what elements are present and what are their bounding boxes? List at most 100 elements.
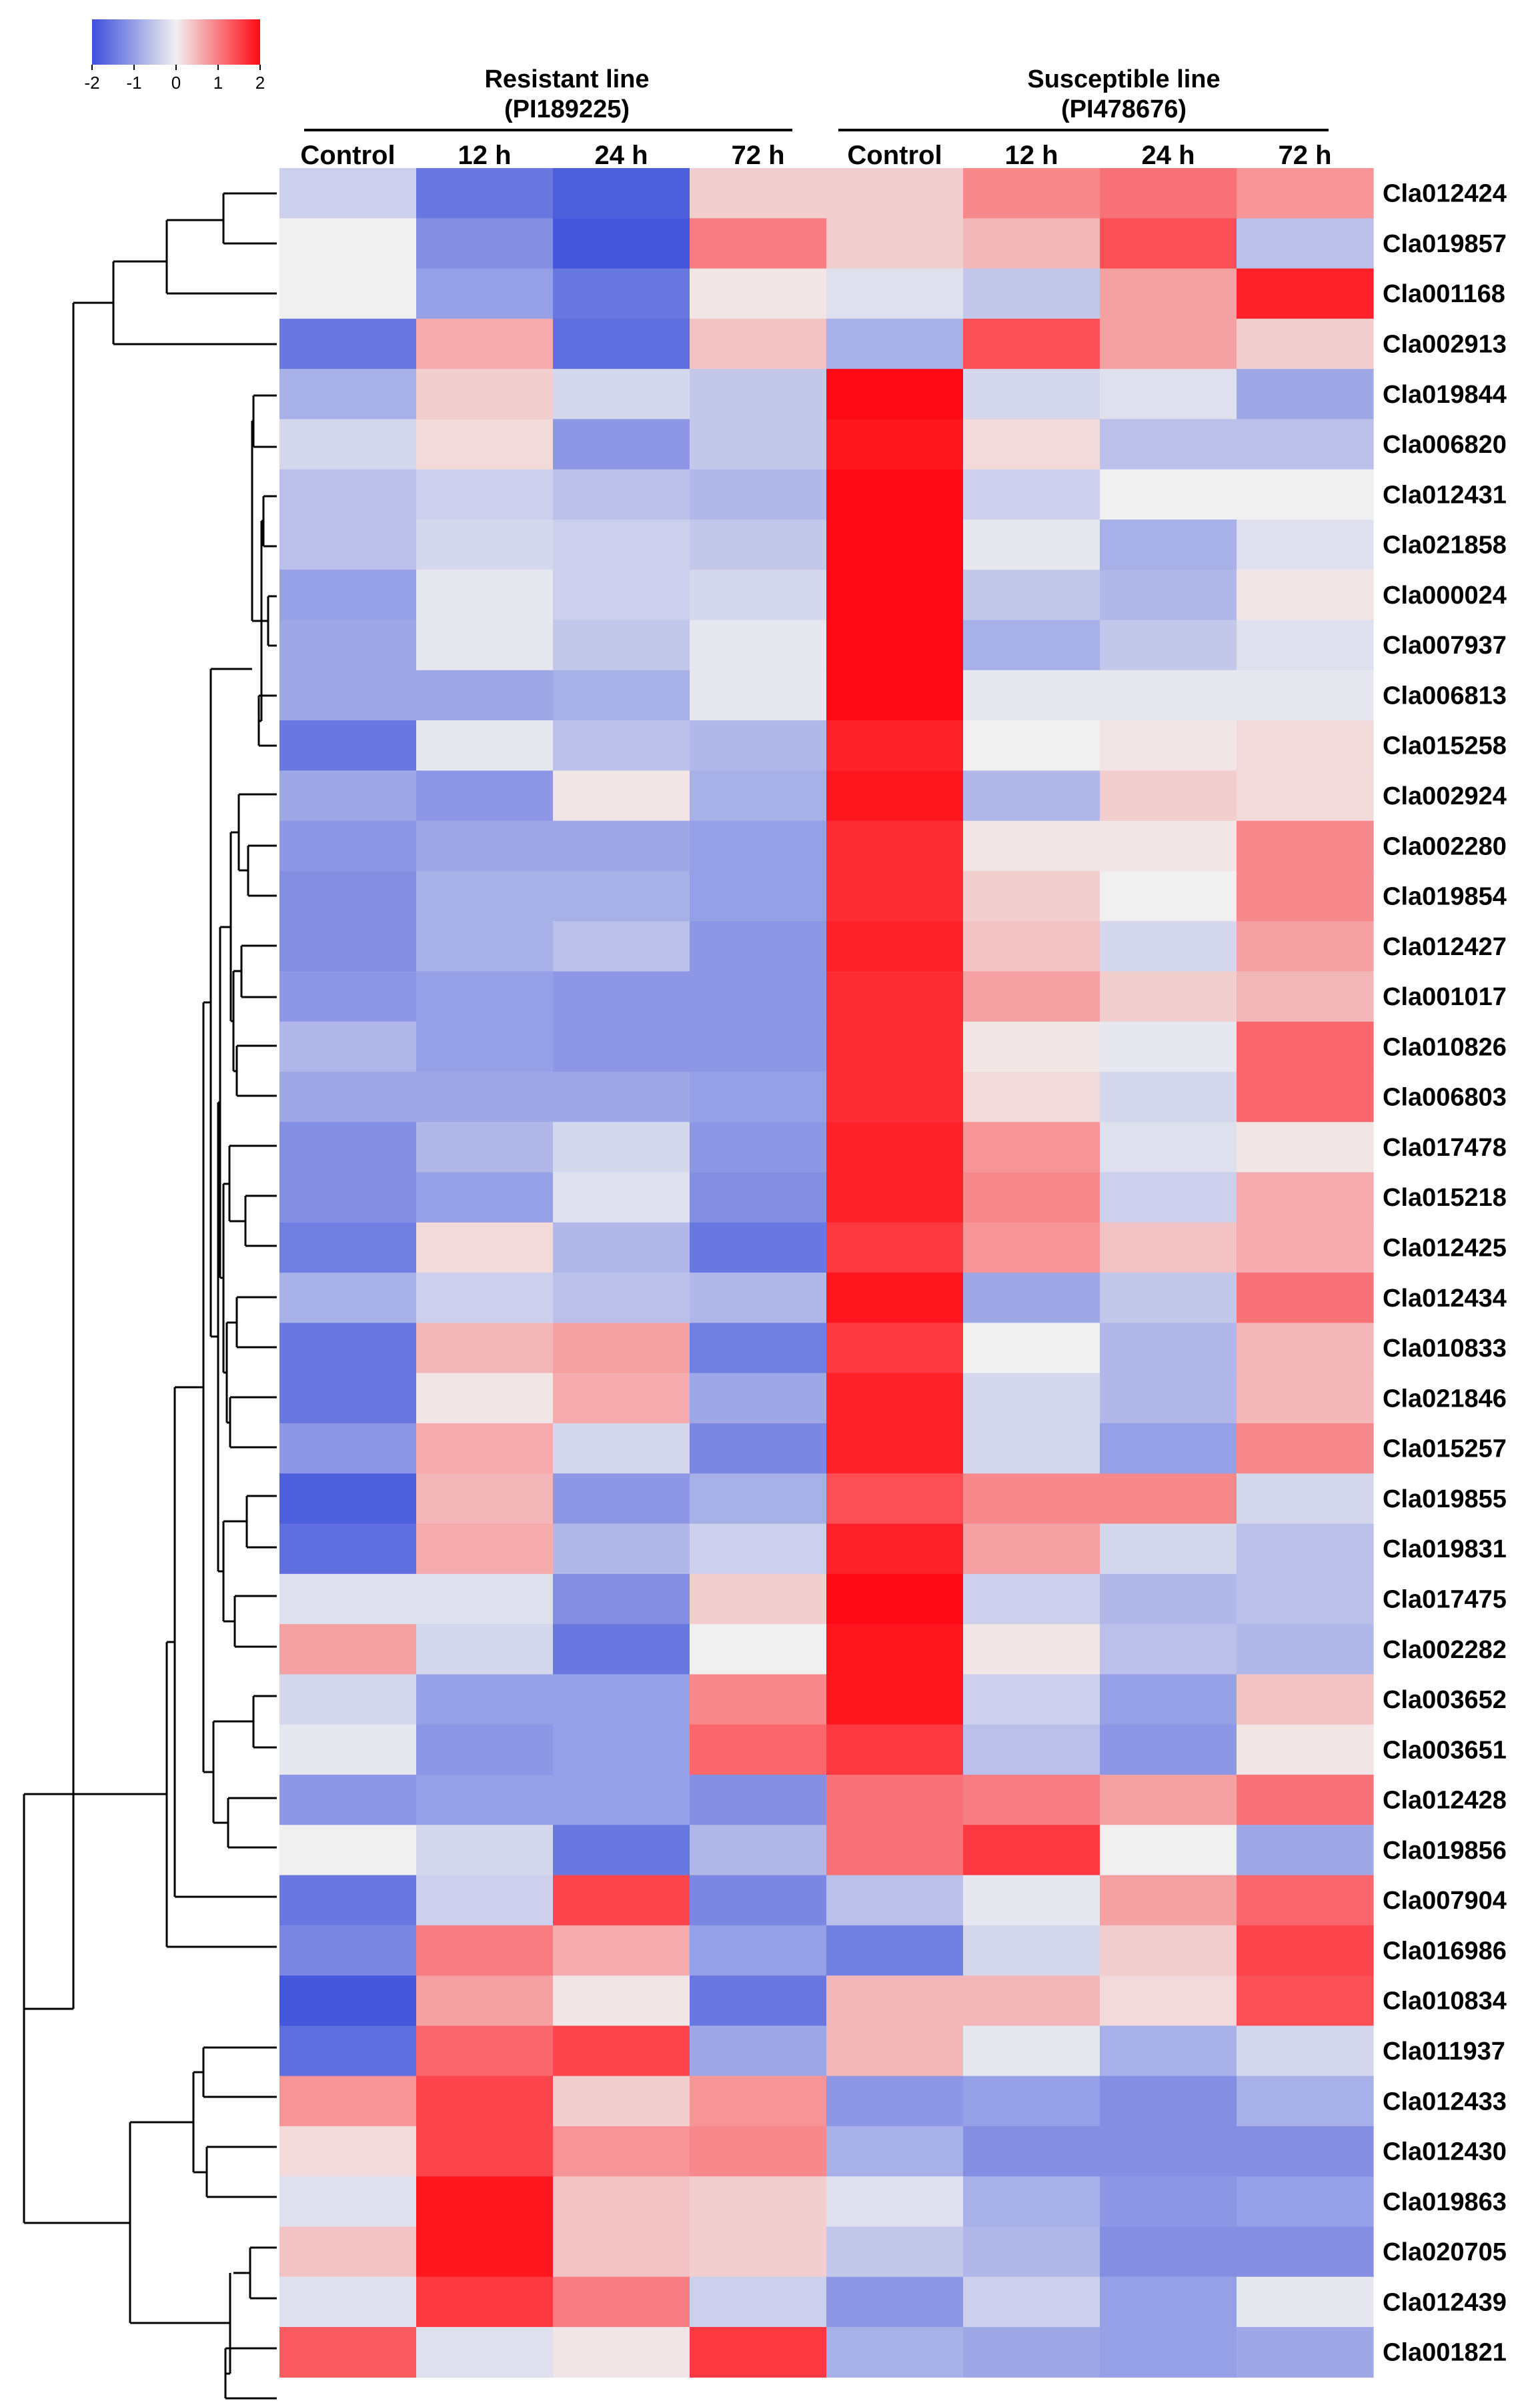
heatmap-cell	[1237, 1774, 1374, 1825]
heatmap-cell	[416, 1172, 554, 1223]
heatmap-cell	[690, 1473, 827, 1525]
heatmap-cell	[1100, 1373, 1237, 1424]
row-label: Cla019863	[1383, 2188, 1507, 2216]
heatmap-cell	[553, 1724, 690, 1775]
color-scale-bar	[92, 19, 260, 65]
column-label: 12 h	[1004, 141, 1058, 170]
heatmap-cell	[1237, 1674, 1374, 1725]
heatmap-cell	[416, 1122, 554, 1173]
heatmap-cell	[1100, 2226, 1237, 2278]
heatmap-cell	[963, 369, 1100, 420]
heatmap-cell	[690, 870, 827, 922]
heatmap-cell	[690, 570, 827, 621]
group-title-resistant: Resistant line	[484, 65, 649, 93]
heatmap-cell	[826, 1222, 964, 1273]
heatmap-cell	[416, 218, 554, 269]
heatmap-cell	[279, 519, 417, 570]
heatmap-cell	[1237, 1523, 1374, 1575]
heatmap-cell	[690, 1323, 827, 1374]
column-label: Control	[300, 141, 395, 170]
heatmap-cell	[1100, 318, 1237, 369]
heatmap-cell	[279, 1323, 417, 1374]
heatmap-cell	[826, 519, 964, 570]
group-subtitle-susceptible: (PI478676)	[1061, 95, 1187, 123]
heatmap-cell	[963, 1122, 1100, 1173]
heatmap-cell	[963, 1273, 1100, 1324]
heatmap-cell	[416, 1222, 554, 1273]
heatmap-cell	[553, 369, 690, 420]
heatmap-cell	[826, 318, 964, 369]
heatmap-cell	[1100, 2026, 1237, 2077]
heatmap-cell	[826, 570, 964, 621]
heatmap-cell	[279, 1573, 417, 1625]
column-labels: Control 12 h 24 h 72 h Control 12 h 24 h 72 h	[300, 141, 1331, 170]
row-label: Cla001168	[1383, 280, 1505, 308]
row-label: Cla002924	[1383, 782, 1507, 810]
row-label: Cla010834	[1383, 1987, 1507, 2016]
heatmap-cell	[1237, 218, 1374, 269]
heatmap-cell	[690, 921, 827, 972]
heatmap-cell	[279, 1172, 417, 1223]
heatmap-cell	[963, 2076, 1100, 2127]
row-label: Cla007904	[1383, 1887, 1507, 1915]
heatmap-cell	[963, 1373, 1100, 1424]
heatmap-cell	[553, 1774, 690, 1825]
color-scale-tick-label: 0	[171, 73, 181, 93]
row-label: Cla011937	[1383, 2038, 1505, 2066]
heatmap-cell	[1100, 1825, 1237, 1876]
heatmap-cell	[963, 1925, 1100, 1976]
row-label: Cla003652	[1383, 1686, 1507, 1714]
heatmap-cell	[963, 318, 1100, 369]
row-label: Cla015218	[1383, 1184, 1507, 1212]
heatmap-cell	[1100, 1523, 1237, 1575]
heatmap-cell	[279, 1925, 417, 1976]
heatmap-cell	[416, 820, 554, 872]
heatmap-cell	[963, 1774, 1100, 1825]
heatmap-cell	[1100, 1724, 1237, 1775]
heatmap-cell	[1100, 1072, 1237, 1122]
heatmap-cell	[279, 1875, 417, 1926]
heatmap-cell	[1237, 1825, 1374, 1876]
heatmap-cell	[1237, 620, 1374, 671]
row-label: Cla012427	[1383, 933, 1507, 961]
heatmap-cell	[416, 1825, 554, 1876]
heatmap-cell	[553, 1573, 690, 1625]
heatmap-cell	[1237, 870, 1374, 922]
row-dendrogram	[23, 192, 277, 2400]
heatmap-cell	[279, 1021, 417, 1072]
heatmap-cell	[963, 2226, 1100, 2278]
heatmap-cell	[279, 1975, 417, 2026]
heatmap-cell	[416, 469, 554, 520]
heatmap-cell	[690, 1674, 827, 1725]
heatmap-cell	[1100, 369, 1237, 420]
heatmap-cell	[826, 1122, 964, 1173]
heatmap-cell	[1237, 570, 1374, 621]
heatmap-cell	[1100, 1875, 1237, 1926]
heatmap-cell	[690, 620, 827, 671]
heatmap-cell	[553, 419, 690, 470]
heatmap-cell	[1100, 1624, 1237, 1675]
heatmap-cell	[1237, 1724, 1374, 1775]
heatmap-cell	[826, 1975, 964, 2026]
heatmap-cell	[416, 1875, 554, 1926]
heatmap-cell	[553, 218, 690, 269]
heatmap-cell	[279, 268, 417, 319]
heatmap-cell	[963, 1573, 1100, 1625]
heatmap-cell	[279, 1523, 417, 1575]
heatmap-cell	[1237, 2076, 1374, 2127]
heatmap-cell	[553, 168, 690, 219]
heatmap-cell	[826, 1774, 964, 1825]
heatmap-cell	[826, 1925, 964, 1976]
heatmap-cell	[279, 469, 417, 520]
heatmap-cell	[553, 2126, 690, 2177]
heatmap-cell	[963, 168, 1100, 219]
heatmap-cell	[416, 1774, 554, 1825]
heatmap-cell	[279, 2327, 417, 2378]
heatmap-cell	[416, 2026, 554, 2077]
group-header-resistant: Resistant line (PI189225)	[304, 65, 792, 131]
heatmap-cell	[963, 1875, 1100, 1926]
row-label: Cla006813	[1383, 682, 1507, 710]
row-label: Cla012425	[1383, 1235, 1507, 1263]
heatmap-cell	[826, 1875, 964, 1926]
